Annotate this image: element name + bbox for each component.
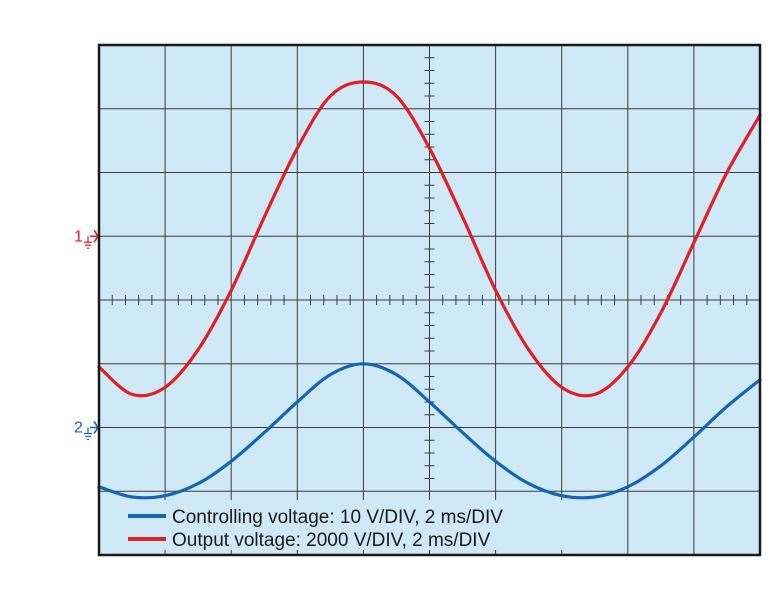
channel-markers: 12 xyxy=(74,228,99,441)
ground-arrow-icon xyxy=(90,229,99,243)
ground-symbol-icon xyxy=(84,236,92,249)
graticule xyxy=(99,45,760,555)
legend-label-output: Output voltage: 2000 V/DIV, 2 ms/DIV xyxy=(172,530,491,551)
ground-arrow-icon xyxy=(90,421,99,434)
legend: Controlling voltage: 10 V/DIV, 2 ms/DIV … xyxy=(118,500,574,551)
legend-background xyxy=(118,500,574,550)
channel-marker-label-1: 1 xyxy=(74,228,83,245)
trace-controlling-voltage xyxy=(97,362,762,500)
ground-symbol-icon xyxy=(84,427,92,441)
screen-frame xyxy=(97,43,762,557)
traces xyxy=(97,80,762,500)
legend-label-controlling: Controlling voltage: 10 V/DIV, 2 ms/DIV xyxy=(172,507,503,528)
channel-marker-label-2: 2 xyxy=(74,420,83,437)
trace-output-voltage xyxy=(97,80,762,398)
